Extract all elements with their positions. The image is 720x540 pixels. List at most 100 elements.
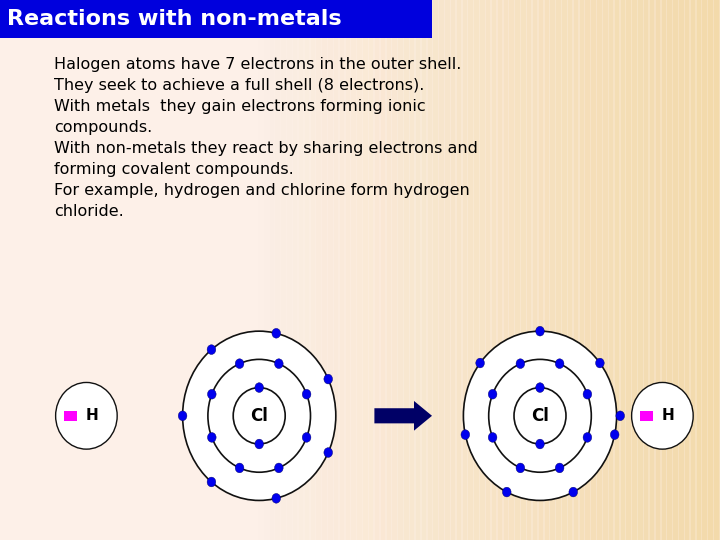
Bar [667,0,683,540]
Bar [398,0,415,540]
Ellipse shape [555,359,564,368]
Ellipse shape [272,494,281,503]
Bar [649,0,666,540]
Text: Cl: Cl [531,407,549,425]
Bar [533,0,549,540]
Bar [662,0,678,540]
Bar [410,0,426,540]
Bar [282,0,297,540]
Ellipse shape [235,359,244,368]
Bar [428,0,444,540]
Bar [340,0,356,540]
Bar [621,0,636,540]
Bar [685,0,701,540]
Bar [516,0,531,540]
Ellipse shape [324,448,333,457]
FancyArrow shape [374,401,432,431]
Bar [316,0,333,540]
Bar [480,0,496,540]
Ellipse shape [55,382,117,449]
Bar [357,0,374,540]
Ellipse shape [183,331,336,501]
Bar [708,0,720,540]
Bar [433,0,449,540]
Text: Reactions with non-metals: Reactions with non-metals [7,9,342,29]
Bar [696,0,713,540]
Bar [640,411,653,421]
Ellipse shape [302,433,311,442]
Text: Halogen atoms have 7 electrons in the outer shell.
They seek to achieve a full s: Halogen atoms have 7 electrons in the ou… [54,57,478,219]
Ellipse shape [536,383,544,393]
Ellipse shape [569,487,577,497]
Bar [445,0,462,540]
Bar [439,0,455,540]
Bar [609,0,625,540]
Bar [492,0,508,540]
Ellipse shape [274,463,283,473]
Bar [632,0,649,540]
Bar [474,0,490,540]
Bar [0,0,432,38]
Bar [392,0,409,540]
Bar [527,0,543,540]
Bar [275,0,292,540]
Bar [597,0,613,540]
Ellipse shape [514,388,566,444]
Bar [626,0,642,540]
Bar [328,0,344,540]
Ellipse shape [488,433,497,442]
Bar [469,0,485,540]
Bar [574,0,590,540]
Ellipse shape [464,331,616,501]
Bar [521,0,537,540]
Bar [416,0,432,540]
Bar [258,0,274,540]
Bar [269,0,286,540]
Bar [363,0,379,540]
Bar [503,0,520,540]
Bar [673,0,690,540]
Bar [585,0,602,540]
Bar [562,0,578,540]
Bar [615,0,631,540]
Ellipse shape [207,477,216,487]
Ellipse shape [536,326,544,336]
Bar [486,0,503,540]
Bar [556,0,572,540]
Ellipse shape [536,439,544,449]
Bar [293,0,309,540]
Ellipse shape [179,411,187,421]
Ellipse shape [207,345,216,354]
Ellipse shape [255,383,264,393]
Ellipse shape [516,359,525,368]
Bar [544,0,561,540]
Bar [644,0,660,540]
Bar [387,0,402,540]
Bar [264,0,280,540]
Ellipse shape [233,388,285,444]
Ellipse shape [274,359,283,368]
Ellipse shape [235,463,244,473]
Bar [287,0,303,540]
Ellipse shape [461,430,469,440]
Bar [381,0,397,540]
Ellipse shape [516,463,525,473]
Bar [404,0,420,540]
Ellipse shape [583,389,592,399]
Bar [451,0,467,540]
Bar [323,0,338,540]
Bar [422,0,438,540]
Ellipse shape [555,463,564,473]
Bar [591,0,608,540]
Ellipse shape [595,358,604,368]
Bar [510,0,526,540]
Bar [463,0,479,540]
Bar [580,0,595,540]
Bar [299,0,315,540]
Ellipse shape [255,439,264,449]
Ellipse shape [208,360,310,472]
Bar [351,0,368,540]
Ellipse shape [611,430,619,440]
Text: H: H [86,408,99,423]
Ellipse shape [302,389,311,399]
